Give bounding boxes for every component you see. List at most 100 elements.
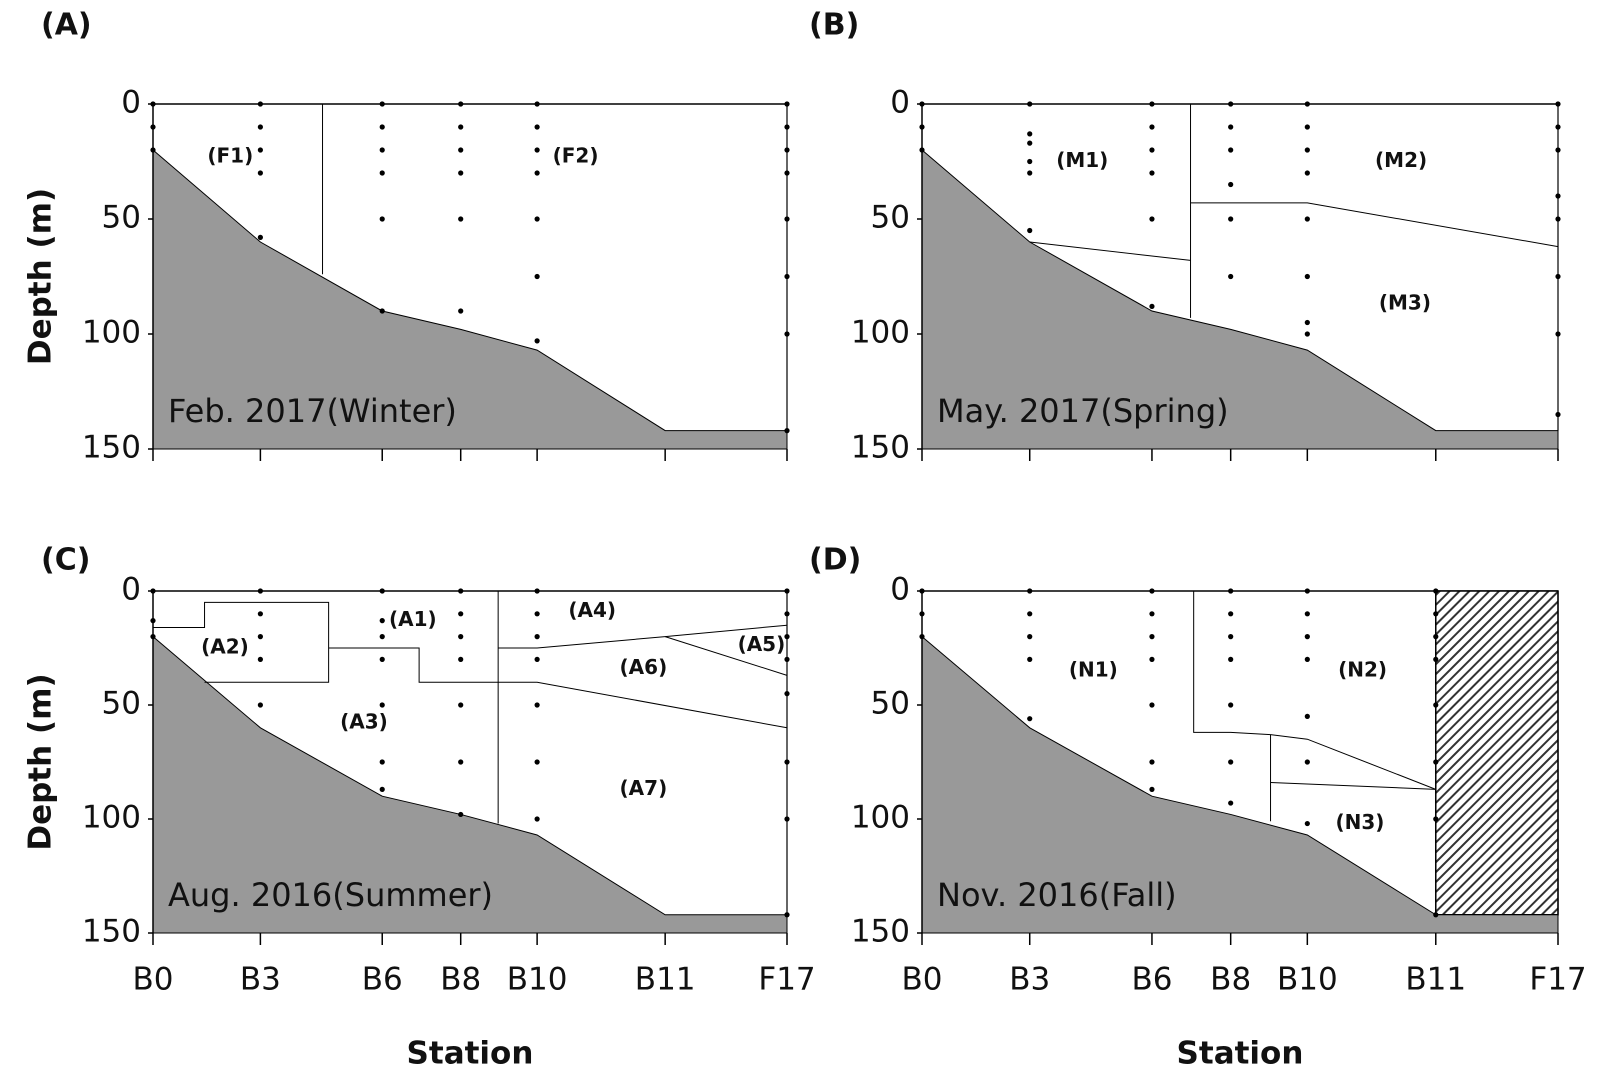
sample-point — [784, 759, 790, 765]
y-tick-label: 100 — [851, 315, 910, 351]
y-tick-label: 100 — [82, 800, 141, 836]
sample-point — [784, 170, 790, 176]
panel-letter: (A) — [41, 8, 92, 43]
sample-point — [1027, 140, 1033, 146]
y-axis-title: Depth (m) — [23, 188, 59, 365]
sample-point — [1149, 656, 1155, 663]
zone-label: (N1) — [1069, 657, 1118, 681]
panel-title: Nov. 2016(Fall) — [937, 876, 1177, 914]
sample-point — [534, 170, 540, 176]
sample-point — [1433, 912, 1439, 918]
y-tick-label: 0 — [890, 572, 910, 608]
x-tick-label: B8 — [1210, 962, 1251, 998]
sample-point — [257, 170, 263, 176]
zone-label: (M2) — [1375, 148, 1427, 172]
sample-point — [784, 588, 790, 594]
sample-point — [1304, 656, 1310, 663]
sample-point — [379, 759, 385, 765]
y-tick-label: 0 — [121, 572, 141, 608]
sample-point — [534, 273, 540, 280]
y-tick-label: 50 — [871, 686, 910, 722]
x-tick-label: B3 — [1009, 962, 1050, 998]
sample-point — [1027, 170, 1033, 176]
sample-point — [784, 331, 790, 337]
sample-point — [1228, 800, 1234, 806]
sample-point — [1304, 147, 1310, 153]
sample-point — [1149, 101, 1155, 107]
zone-label: (N3) — [1336, 810, 1385, 834]
x-tick-label: B3 — [240, 962, 281, 998]
sample-point — [458, 656, 464, 663]
zone-label: (M3) — [1379, 291, 1431, 315]
y-tick-label: 150 — [851, 430, 910, 466]
y-tick-label: 0 — [890, 85, 910, 121]
sample-point — [534, 816, 540, 822]
x-tick-label: F17 — [1529, 962, 1586, 998]
sample-point — [1027, 611, 1033, 617]
sample-point — [257, 702, 263, 708]
sample-point — [1149, 611, 1155, 617]
sample-point — [1304, 124, 1310, 130]
zone-boundary — [328, 647, 788, 729]
hatched-area — [1435, 590, 1559, 916]
sample-point — [1027, 634, 1033, 640]
sample-point — [379, 147, 385, 153]
sample-point — [784, 216, 790, 222]
sample-point — [1555, 273, 1561, 280]
sample-point — [379, 170, 385, 176]
panel-title: May. 2017(Spring) — [937, 392, 1229, 430]
seabed — [921, 635, 1559, 934]
sample-point — [458, 170, 464, 176]
sample-point — [784, 912, 790, 918]
sample-point — [1228, 124, 1234, 130]
panel-letter: (C) — [41, 543, 90, 578]
sample-point — [784, 147, 790, 153]
y-tick-label: 100 — [851, 800, 910, 836]
sample-point — [784, 101, 790, 107]
sample-point — [458, 634, 464, 640]
sample-point — [257, 234, 263, 240]
sample-point — [458, 147, 464, 153]
sample-point — [534, 216, 540, 222]
sample-point — [458, 611, 464, 617]
sample-point — [1027, 131, 1033, 137]
sample-point — [1027, 656, 1033, 663]
sample-point — [379, 216, 385, 222]
seabed — [921, 148, 1559, 450]
sample-point — [379, 702, 385, 708]
y-tick-label: 50 — [871, 200, 910, 236]
sample-point — [1149, 786, 1155, 792]
sample-point — [458, 101, 464, 107]
x-axis-title: Station — [407, 1036, 534, 1072]
sample-point — [784, 816, 790, 822]
sample-point — [534, 147, 540, 153]
sample-point — [1228, 273, 1234, 280]
sample-point — [1555, 124, 1561, 130]
sample-point — [379, 656, 385, 663]
sample-point — [379, 101, 385, 107]
sample-point — [458, 124, 464, 130]
sample-point — [1149, 702, 1155, 708]
y-tick-label: 50 — [102, 686, 141, 722]
sample-point — [379, 308, 385, 314]
panel-title: Feb. 2017(Winter) — [168, 392, 457, 430]
zone-boundary — [1190, 202, 1559, 248]
sample-point — [1228, 759, 1234, 765]
zone-label: (F2) — [553, 143, 599, 167]
sample-point — [379, 618, 385, 624]
sample-point — [458, 702, 464, 708]
sample-point — [534, 759, 540, 765]
sample-point — [1555, 216, 1561, 222]
seabed — [152, 635, 788, 934]
sample-point — [257, 101, 263, 107]
sample-point — [1149, 147, 1155, 153]
sample-point — [257, 634, 263, 640]
sample-point — [257, 588, 263, 594]
sample-point — [1433, 702, 1439, 708]
seabed — [152, 148, 788, 450]
sample-point — [1149, 170, 1155, 176]
sample-point — [1228, 611, 1234, 617]
zone-label: (N2) — [1338, 657, 1387, 681]
sample-point — [1304, 611, 1310, 617]
